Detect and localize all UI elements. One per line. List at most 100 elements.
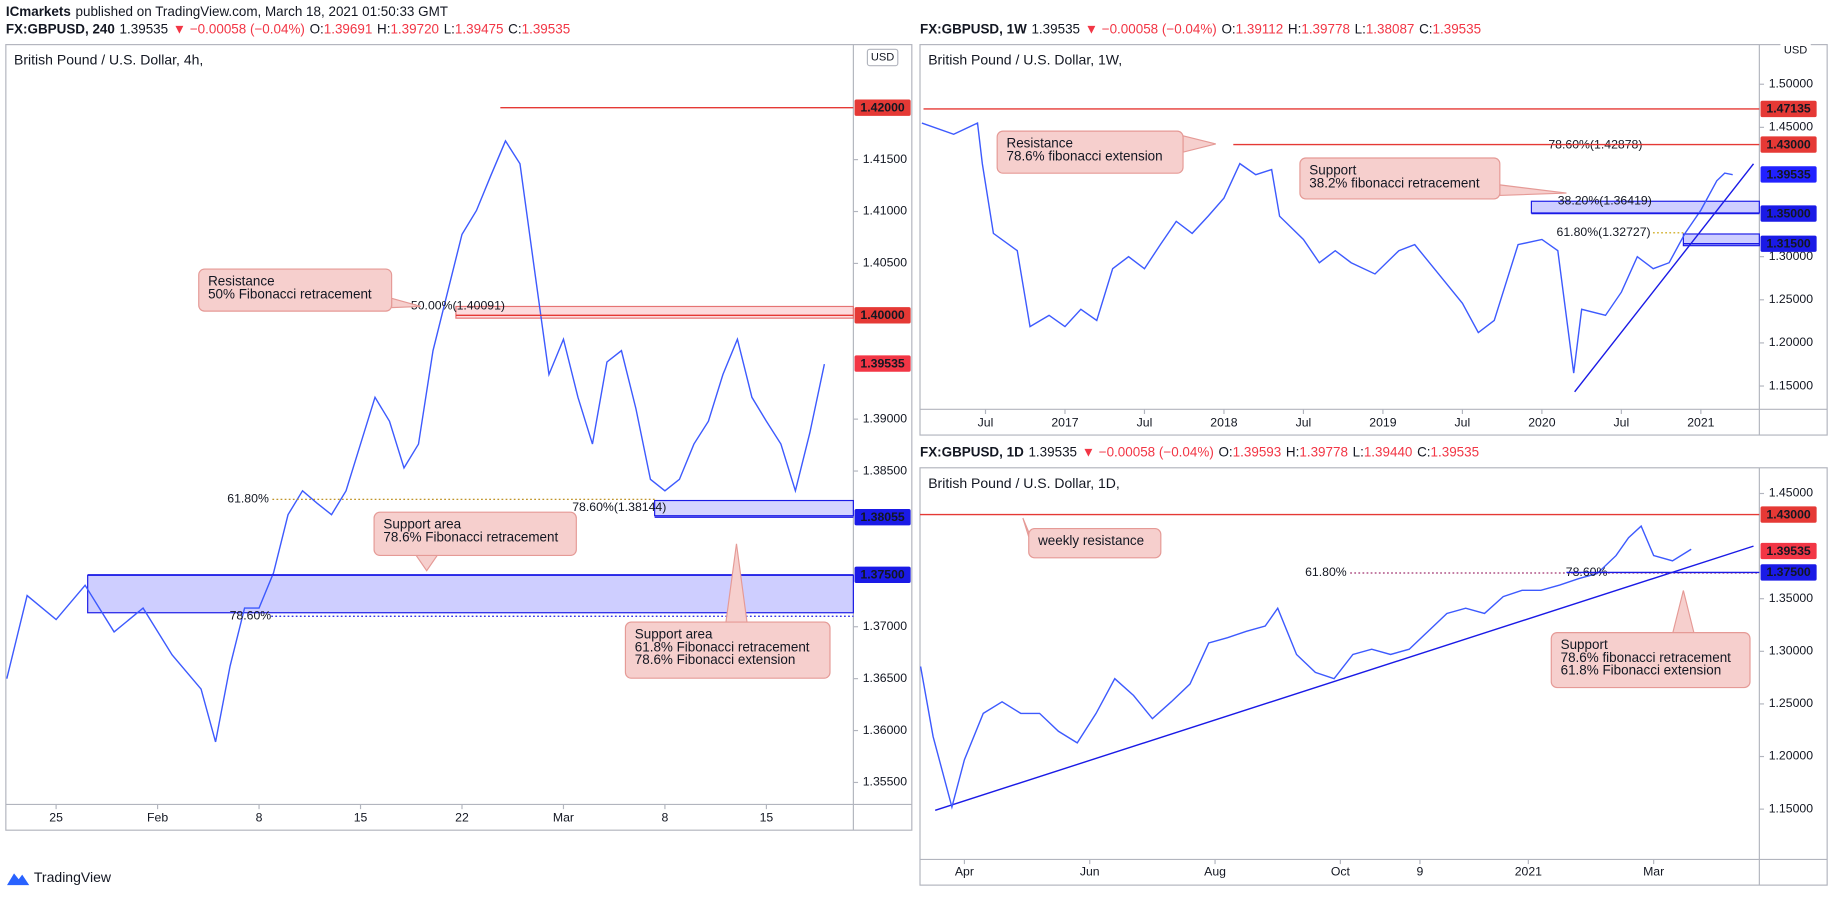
callout-seam bbox=[375, 513, 576, 555]
ohlc-value: 1.39778 bbox=[1299, 444, 1348, 459]
y-tick-label: 1.30000 bbox=[1769, 249, 1814, 263]
fib-label: 61.80%(1.32727) bbox=[1557, 225, 1651, 239]
ohlc-value: 1.39720 bbox=[390, 21, 439, 36]
publish-text: published on TradingView.com, March 18, … bbox=[76, 3, 448, 18]
last-price: 1.39535 bbox=[1028, 444, 1077, 459]
trend-line bbox=[934, 545, 1754, 811]
x-tick-label: 25 bbox=[49, 811, 63, 825]
x-tick-label: 2017 bbox=[1051, 416, 1078, 430]
ohlc-label: O: bbox=[310, 21, 324, 36]
y-tick-label: 1.41500 bbox=[863, 152, 908, 166]
ohlc-value: 1.39778 bbox=[1301, 21, 1350, 36]
price-label-box bbox=[1760, 564, 1817, 581]
callout-text: 38.2% fibonacci retracement bbox=[1309, 175, 1480, 190]
panel-frame bbox=[919, 467, 1828, 886]
y-tick-label: 1.45000 bbox=[1769, 120, 1814, 134]
x-tick-label: Jul bbox=[1614, 416, 1630, 430]
ohlc-label: H: bbox=[377, 21, 390, 36]
x-tick-label: 22 bbox=[455, 811, 469, 825]
last-price: 1.39535 bbox=[1031, 21, 1080, 36]
fib-label: 78.60%(1.38144) bbox=[572, 500, 666, 514]
x-tick-label: 2021 bbox=[1515, 864, 1542, 878]
zone bbox=[654, 499, 854, 517]
callout-pointer bbox=[1022, 517, 1030, 537]
callout-pointer bbox=[415, 554, 439, 572]
price-label-box bbox=[1760, 235, 1817, 252]
x-tick-label: Mar bbox=[1643, 864, 1664, 878]
symbol: FX:GBPUSD, 240 bbox=[6, 21, 115, 36]
y-tick-label: 1.25000 bbox=[1769, 696, 1814, 710]
callout-text: 78.6% Fibonacci extension bbox=[635, 652, 796, 667]
price-label-box bbox=[1760, 205, 1817, 222]
callout-text: Resistance bbox=[208, 273, 274, 288]
currency-box bbox=[866, 48, 899, 67]
currency-box bbox=[1780, 42, 1811, 59]
callout-text: 78.6% fibonacci retracement bbox=[1561, 650, 1732, 665]
x-tick-label: 15 bbox=[760, 811, 774, 825]
price-label-box bbox=[854, 509, 911, 526]
x-tick-label: Jul bbox=[1137, 416, 1153, 430]
y-tick-label: 1.36500 bbox=[863, 671, 908, 685]
callout-seam bbox=[1029, 529, 1160, 557]
price-label-box bbox=[854, 99, 911, 116]
price-label: 1.43000 bbox=[1766, 137, 1811, 151]
price-label: 1.39535 bbox=[1766, 544, 1811, 558]
fib-label: 38.20%(1.36419) bbox=[1558, 193, 1652, 207]
price-label-box bbox=[1760, 100, 1817, 118]
fib-label: 61.80% bbox=[227, 492, 269, 506]
price-label: 1.37500 bbox=[860, 568, 905, 582]
price-label-box bbox=[1760, 542, 1817, 560]
ohlc-value: 1.39535 bbox=[1433, 21, 1482, 36]
x-tick-label: Jul bbox=[1296, 416, 1312, 430]
fib-label: 50.00%(1.40091) bbox=[411, 299, 505, 313]
ohlc-value: 1.39535 bbox=[522, 21, 571, 36]
callout-text: Support area bbox=[635, 627, 713, 642]
price-label-box bbox=[1760, 136, 1817, 153]
y-tick-label: 1.36000 bbox=[863, 723, 908, 737]
x-tick-label: 9 bbox=[1417, 864, 1424, 878]
panel-frame bbox=[5, 44, 913, 831]
callout-pointer bbox=[1499, 184, 1567, 197]
price-label: 1.35000 bbox=[1766, 206, 1811, 220]
y-tick-label: 1.15000 bbox=[1769, 801, 1814, 815]
callout-text: Support area bbox=[383, 517, 461, 532]
callout-seam bbox=[626, 623, 829, 678]
callout-text: 61.8% Fibonacci extension bbox=[1561, 663, 1722, 678]
x-tick-label: Jun bbox=[1080, 864, 1100, 878]
x-tick-label: Apr bbox=[955, 864, 974, 878]
price-label: 1.40000 bbox=[860, 308, 905, 322]
ohlc-label: L: bbox=[1355, 21, 1366, 36]
price-label: 1.42000 bbox=[860, 101, 905, 115]
zone bbox=[1682, 233, 1760, 247]
y-tick-label: 1.40500 bbox=[863, 256, 908, 270]
ohlc-value: 1.39112 bbox=[1236, 21, 1284, 36]
price-label-box bbox=[854, 566, 911, 584]
symbol: FX:GBPUSD, 1D bbox=[920, 444, 1024, 459]
callout-seam bbox=[199, 270, 391, 310]
x-tick-label: 8 bbox=[256, 811, 263, 825]
callout: weekly resistance bbox=[1022, 517, 1162, 559]
logo-icon bbox=[7, 873, 30, 886]
callout-text: 61.8% Fibonacci retracement bbox=[635, 639, 810, 654]
publish-line: ICmarkets published on TradingView.com, M… bbox=[6, 3, 448, 18]
x-tick-label: 2021 bbox=[1687, 416, 1714, 430]
callout-seam bbox=[1552, 633, 1749, 687]
symbol-header: FX:GBPUSD, 1D 1.39535 ▼ −0.00058 (−0.04%) O… bbox=[920, 444, 1479, 459]
x-tick-label: Mar bbox=[553, 811, 574, 825]
zone bbox=[455, 305, 854, 319]
x-tick-label: 2018 bbox=[1210, 416, 1237, 430]
ohlc-label: C: bbox=[1417, 444, 1430, 459]
price-label-box bbox=[854, 307, 911, 324]
price-label: 1.38055 bbox=[860, 510, 905, 524]
callout-pointer bbox=[1182, 135, 1216, 153]
ohlc-label: C: bbox=[1419, 21, 1432, 36]
symbol: FX:GBPUSD, 1W bbox=[920, 21, 1027, 36]
price-label-box bbox=[1760, 506, 1817, 523]
x-tick-label: Feb bbox=[147, 811, 168, 825]
ohlc-label: H: bbox=[1286, 444, 1299, 459]
ohlc-label: O: bbox=[1221, 21, 1235, 36]
